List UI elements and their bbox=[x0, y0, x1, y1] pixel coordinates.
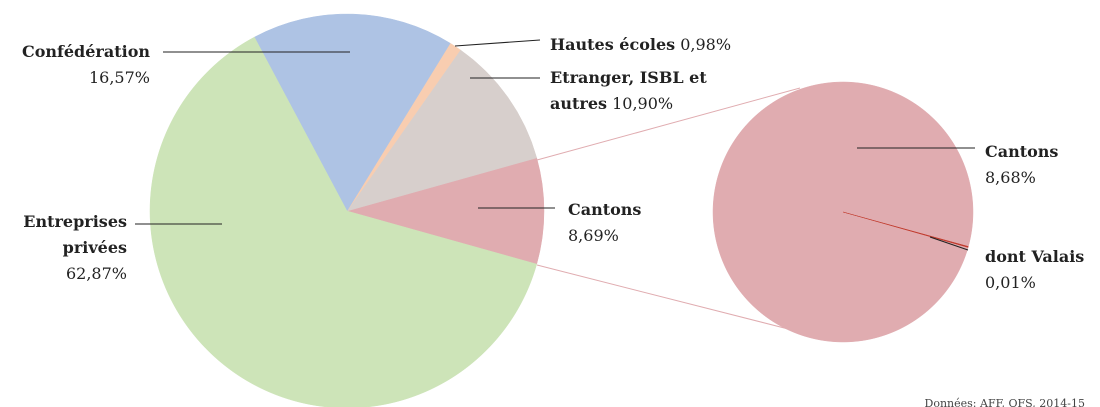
slice-value: 8,68% bbox=[985, 168, 1036, 187]
slice-value: 0,01% bbox=[985, 273, 1036, 292]
pie-slice bbox=[346, 157, 545, 265]
slice-name: Hautes écoles bbox=[550, 35, 676, 54]
slice-label: Cantons 8,69% bbox=[568, 197, 641, 249]
pie-slice bbox=[712, 81, 974, 343]
slice-name: Confédération bbox=[21, 42, 150, 61]
slice-value: 0,98% bbox=[680, 35, 732, 54]
slice-label: Entreprises privées 62,87% bbox=[0, 209, 127, 287]
pie-slice bbox=[346, 49, 538, 212]
slice-value: 8,69% bbox=[568, 226, 619, 245]
source: Données: AFF, OFS, 2014-15 bbox=[924, 397, 1085, 407]
leader-line bbox=[929, 236, 969, 251]
connector bbox=[536, 87, 801, 161]
slice-name: dont Valais bbox=[985, 247, 1085, 266]
slice-name: Etranger, ISBL et autres bbox=[550, 68, 707, 113]
slice-label: Etranger, ISBL et autres 10,90% bbox=[550, 65, 715, 117]
pie-slice bbox=[254, 13, 451, 212]
slice-name: Entreprises privées bbox=[23, 212, 127, 257]
slices bbox=[149, 13, 974, 407]
slice-label: Cantons 8,68% bbox=[985, 139, 1058, 191]
leader-line bbox=[454, 39, 541, 47]
slice-value: 16,57% bbox=[88, 68, 150, 87]
connector bbox=[536, 264, 801, 333]
slice-name: Cantons bbox=[985, 142, 1059, 161]
slice-label: Confédération 16,57% bbox=[22, 39, 150, 91]
leaders bbox=[135, 39, 975, 251]
slice-label: Hautes écoles 0,98% bbox=[550, 32, 731, 58]
slice-label: dont Valais 0,01% bbox=[985, 244, 1084, 296]
pie-slice bbox=[842, 211, 969, 248]
slice-value: 10,90% bbox=[612, 94, 674, 113]
slice-name: Cantons bbox=[568, 200, 642, 219]
pie-slice bbox=[149, 36, 538, 407]
slice-value: 62,87% bbox=[65, 264, 127, 283]
